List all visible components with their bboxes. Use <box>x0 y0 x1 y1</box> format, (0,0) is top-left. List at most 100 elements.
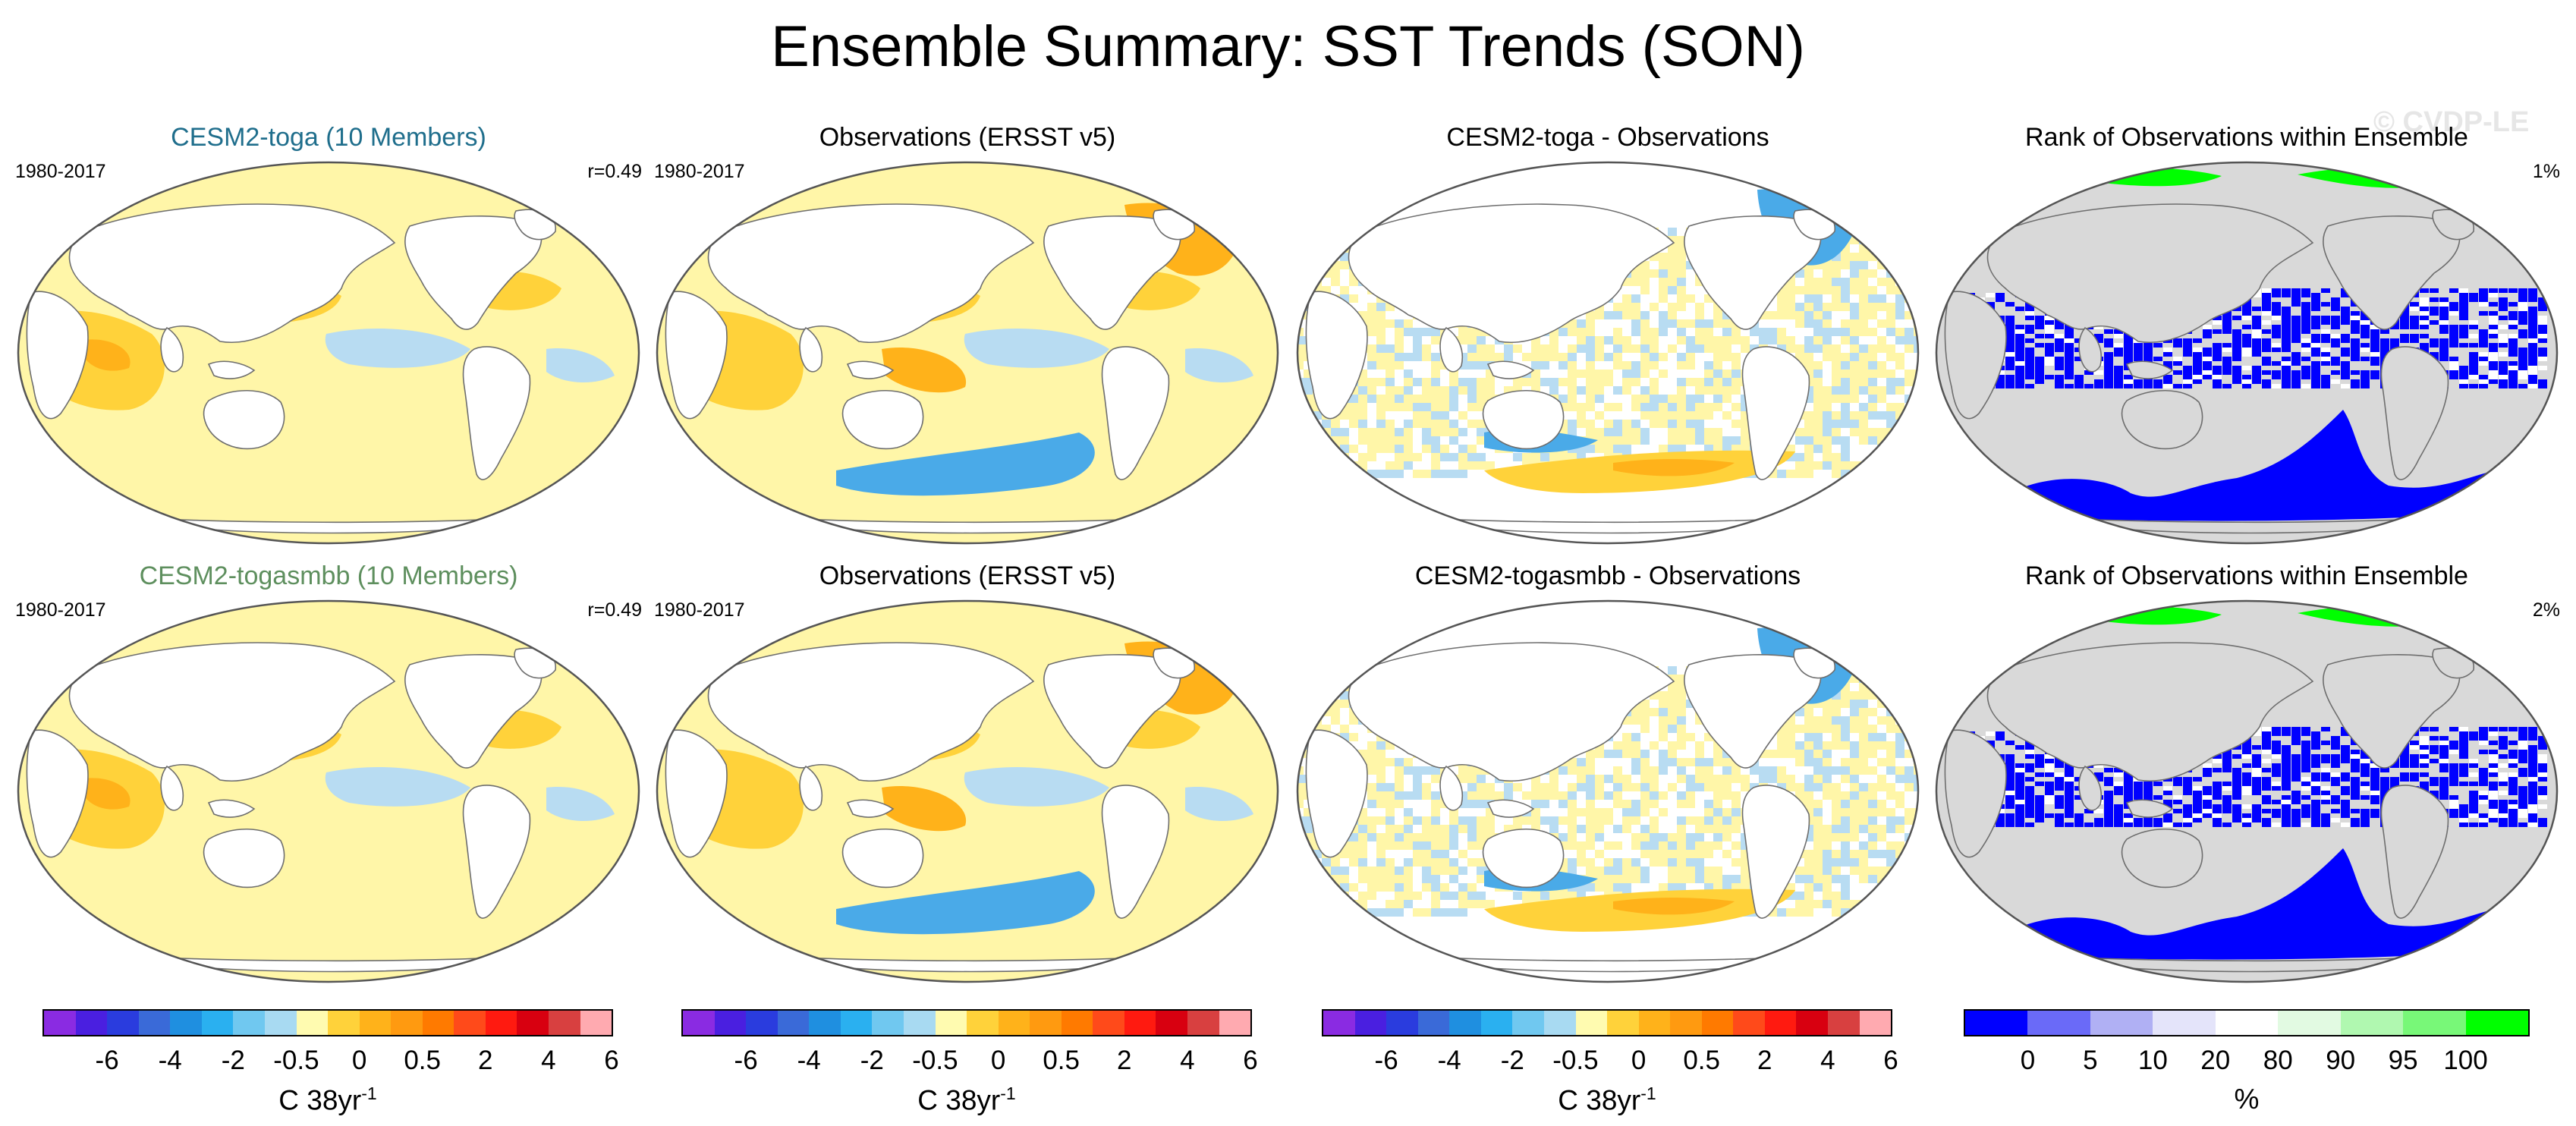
colorbar-swatch <box>746 1011 778 1035</box>
colorbar-swatch <box>1417 1011 1450 1035</box>
colorbar-swatch <box>840 1011 873 1035</box>
colorbar-swatch <box>809 1011 841 1035</box>
units-exponent: -1 <box>361 1084 377 1103</box>
colorbar-swatch <box>777 1011 810 1035</box>
colorbar-tick-label: 4 <box>1820 1046 1835 1075</box>
colorbar-swatch <box>580 1011 612 1035</box>
figure-title: Ensemble Summary: SST Trends (SON) <box>771 14 1805 79</box>
colorbar-tick-label: 0.5 <box>1683 1046 1720 1075</box>
colorbar-tick-label: -4 <box>158 1046 182 1075</box>
colorbar-tick-label: 0 <box>351 1046 367 1075</box>
colorbar-tick-label: 5 <box>2083 1046 2098 1075</box>
colorbar-swatch <box>1124 1011 1156 1035</box>
colorbar-swatch <box>44 1011 76 1035</box>
colorbar-swatch <box>714 1011 747 1035</box>
colorbar-tick-label: 2 <box>1757 1046 1772 1075</box>
colorbar-swatch <box>1354 1011 1387 1035</box>
colorbar-swatch <box>296 1011 329 1035</box>
panel-period-6: 1980-2017 <box>654 599 745 621</box>
panel-map-7 <box>1296 599 1920 983</box>
colorbar-swatch <box>549 1011 580 1035</box>
colorbar-swatch <box>1323 1011 1355 1035</box>
colorbar-tick-label: 95 <box>2388 1046 2418 1075</box>
units-text: C 38yr <box>1558 1084 1641 1116</box>
colorbar-swatch <box>107 1011 139 1035</box>
colorbar-swatch <box>903 1011 936 1035</box>
panel-title-3: CESM2-toga - Observations <box>1446 123 1769 152</box>
colorbar-swatch <box>1764 1011 1797 1035</box>
units-text: C 38yr <box>917 1084 1001 1116</box>
colorbar-swatch <box>391 1011 423 1035</box>
panel-title-5: CESM2-togasmbb (10 Members) <box>139 561 518 590</box>
colorbar-tick-label: -2 <box>221 1046 245 1075</box>
colorbar-tick-label: 2 <box>478 1046 493 1075</box>
panel-title-6: Observations (ERSST v5) <box>819 561 1116 590</box>
colorbar-tick-label: 2 <box>1117 1046 1132 1075</box>
colorbar-swatch <box>233 1011 265 1035</box>
colorbar-tick-label: -6 <box>95 1046 119 1075</box>
colorbar-swatch <box>454 1011 486 1035</box>
panel-period-1: 1980-2017 <box>15 161 106 182</box>
panel-map-8 <box>1935 599 2559 983</box>
colorbar-tick-label: 100 <box>2443 1046 2488 1075</box>
colorbar-swatch <box>2215 1011 2279 1035</box>
colorbar-tick-label: 80 <box>2263 1046 2293 1075</box>
panel-title-2: Observations (ERSST v5) <box>819 123 1116 152</box>
colorbar-units-1: C 38yr-1 <box>278 1084 376 1116</box>
colorbar-swatch <box>1449 1011 1481 1035</box>
colorbar-tick-label: 6 <box>1243 1046 1258 1075</box>
units-text: C 38yr <box>278 1084 362 1116</box>
colorbar-tick-label: 6 <box>1883 1046 1898 1075</box>
colorbar-tick-label: 0 <box>990 1046 1006 1075</box>
colorbar-swatch <box>2027 1011 2090 1035</box>
colorbar-4 <box>1964 1009 2530 1036</box>
colorbar-tick-label: 4 <box>541 1046 556 1075</box>
colorbar-swatch <box>1187 1011 1219 1035</box>
colorbar-swatch <box>1965 1011 2028 1035</box>
panel-stat-4: 1% <box>2532 161 2560 182</box>
colorbar-swatch <box>1156 1011 1187 1035</box>
colorbar-swatch <box>1670 1011 1702 1035</box>
colorbar-swatch <box>2465 1011 2528 1035</box>
colorbar-units-3: C 38yr-1 <box>1558 1084 1656 1116</box>
colorbar-swatch <box>75 1011 108 1035</box>
panel-period-2: 1980-2017 <box>654 161 745 182</box>
colorbar-tick-label: 4 <box>1180 1046 1195 1075</box>
panel-map-3 <box>1296 161 1920 545</box>
panel-stat-1: r=0.49 <box>587 161 642 182</box>
colorbar-swatch <box>328 1011 360 1035</box>
colorbar-tick-label: 6 <box>604 1046 619 1075</box>
colorbar-tick-label: -4 <box>797 1046 821 1075</box>
colorbar-tick-label: -4 <box>1437 1046 1461 1075</box>
colorbar-swatch <box>1061 1011 1093 1035</box>
colorbar-3 <box>1322 1009 1892 1036</box>
colorbar-units-2: C 38yr-1 <box>917 1084 1015 1116</box>
colorbar-swatch <box>967 1011 999 1035</box>
panel-map-4 <box>1935 161 2559 545</box>
colorbar-swatch <box>2153 1011 2216 1035</box>
colorbar-swatch <box>1828 1011 1860 1035</box>
panel-map-5 <box>17 599 640 983</box>
colorbar-tick-label: -6 <box>734 1046 758 1075</box>
colorbar-swatch <box>1093 1011 1124 1035</box>
colorbar-swatch <box>998 1011 1030 1035</box>
colorbar-tick-label: 0 <box>1631 1046 1647 1075</box>
colorbar-tick-label: 20 <box>2200 1046 2231 1075</box>
colorbar-swatch <box>1512 1011 1544 1035</box>
panel-map-2 <box>656 161 1279 545</box>
colorbar-swatch <box>2340 1011 2404 1035</box>
colorbar-swatch <box>1030 1011 1062 1035</box>
colorbar-units-4: % <box>2235 1084 2260 1115</box>
units-exponent: -1 <box>1000 1084 1016 1103</box>
colorbar-swatch <box>2403 1011 2466 1035</box>
colorbar-1 <box>42 1009 613 1036</box>
colorbar-swatch <box>517 1011 549 1035</box>
colorbar-swatch <box>138 1011 171 1035</box>
colorbar-swatch <box>1575 1011 1608 1035</box>
panel-map-6 <box>656 599 1279 983</box>
colorbar-swatch <box>1543 1011 1576 1035</box>
colorbar-tick-label: -0.5 <box>1552 1046 1599 1075</box>
colorbar-tick-label: 0.5 <box>404 1046 441 1075</box>
panel-stat-8: 2% <box>2532 599 2560 621</box>
colorbar-swatch <box>485 1011 517 1035</box>
